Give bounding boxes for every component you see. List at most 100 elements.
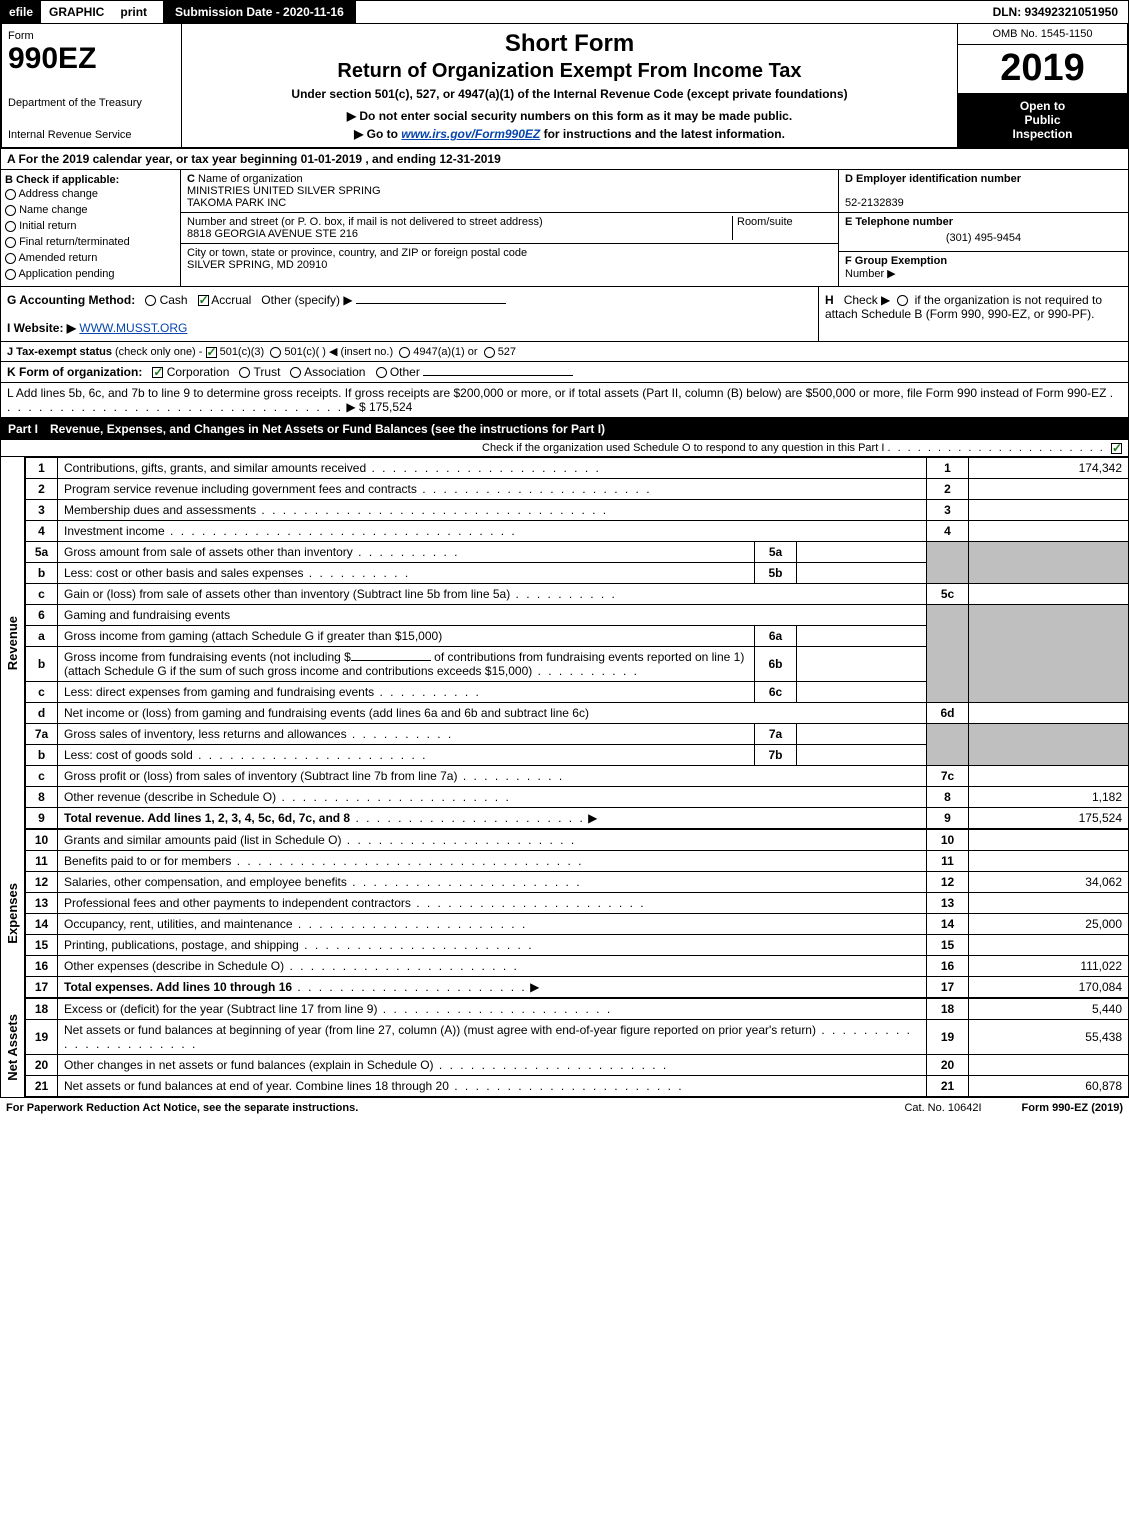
g-label: G Accounting Method: (7, 293, 135, 307)
page-footer: For Paperwork Reduction Act Notice, see … (0, 1097, 1129, 1118)
part-1-label: Part I (8, 422, 50, 436)
graphic-label: GRAPHIC (41, 1, 112, 23)
table-row: 11Benefits paid to or for members11 (26, 851, 1129, 872)
net-assets-section: Net Assets 18Excess or (deficit) for the… (0, 998, 1129, 1097)
footer-form-id: Form 990-EZ (2019) (1022, 1102, 1123, 1114)
table-row: 3Membership dues and assessments3 (26, 500, 1129, 521)
gi-right: H Check ▶ if the organization is not req… (818, 287, 1128, 341)
table-row: 19Net assets or fund balances at beginni… (26, 1020, 1129, 1055)
tax-year: 2019 (958, 45, 1127, 92)
f-label-2: Number ▶ (845, 268, 896, 280)
checkbox-address-change[interactable]: Address change (5, 186, 176, 202)
radio-other-org[interactable] (376, 367, 387, 378)
open-public-1: Open to (964, 99, 1121, 113)
checkbox-name-change[interactable]: Name change (5, 202, 176, 218)
table-row: 9Total revenue. Add lines 1, 2, 3, 4, 5c… (26, 808, 1129, 829)
checkbox-application-pending[interactable]: Application pending (5, 266, 176, 282)
org-address: 8818 GEORGIA AVENUE STE 216 (187, 228, 358, 240)
k-label: K Form of organization: (7, 365, 142, 379)
org-name-1: MINISTRIES UNITED SILVER SPRING (187, 185, 381, 197)
table-row: 12Salaries, other compensation, and empl… (26, 872, 1129, 893)
table-row: 18Excess or (deficit) for the year (Subt… (26, 999, 1129, 1020)
goto-prefix: ▶ Go to (354, 127, 401, 141)
l-text: L Add lines 5b, 6c, and 7b to line 9 to … (7, 386, 1106, 400)
h-label: H (825, 293, 834, 307)
row-j: J Tax-exempt status (check only one) - 5… (0, 342, 1129, 362)
goto-instructions: ▶ Go to www.irs.gov/Form990EZ for instru… (192, 127, 947, 141)
dept-irs: Internal Revenue Service (8, 129, 175, 141)
checkbox-amended-return[interactable]: Amended return (5, 250, 176, 266)
table-row: 6Gaming and fundraising events (26, 605, 1129, 626)
table-row: cGain or (loss) from sale of assets othe… (26, 584, 1129, 605)
col-c-org-info: C Name of organization MINISTRIES UNITED… (181, 170, 838, 286)
table-row: 16Other expenses (describe in Schedule O… (26, 956, 1129, 977)
table-row: 17Total expenses. Add lines 10 through 1… (26, 977, 1129, 998)
checkbox-final-return[interactable]: Final return/terminated (5, 234, 176, 250)
phone-number: (301) 495-9454 (845, 228, 1122, 248)
row-k: K Form of organization: Corporation Trus… (0, 362, 1129, 383)
open-public-badge: Open to Public Inspection (958, 93, 1127, 147)
f-label: F Group Exemption (845, 255, 947, 267)
telephone-cell: E Telephone number (301) 495-9454 (839, 213, 1128, 252)
d-label: D Employer identification number (845, 173, 1021, 185)
addr-label: Number and street (or P. O. box, if mail… (187, 216, 543, 228)
radio-cash[interactable] (145, 295, 156, 306)
other-org-input[interactable] (423, 375, 573, 376)
gi-left: G Accounting Method: Cash Accrual Other … (1, 287, 818, 341)
ein-value: 52-2132839 (845, 197, 904, 209)
expenses-side-label: Expenses (1, 829, 25, 998)
omb-number: OMB No. 1545-1150 (958, 24, 1127, 45)
irs-link[interactable]: www.irs.gov/Form990EZ (401, 127, 540, 141)
row-l: L Add lines 5b, 6c, and 7b to line 9 to … (0, 383, 1129, 418)
footer-paperwork: For Paperwork Reduction Act Notice, see … (6, 1102, 358, 1114)
table-row: 14Occupancy, rent, utilities, and mainte… (26, 914, 1129, 935)
room-suite-label: Room/suite (737, 216, 793, 228)
header-right: OMB No. 1545-1150 2019 Open to Public In… (957, 24, 1127, 147)
part-1-header: Part I Revenue, Expenses, and Changes in… (0, 418, 1129, 440)
city-label: City or town, state or province, country… (187, 247, 527, 259)
table-row: 21Net assets or fund balances at end of … (26, 1076, 1129, 1097)
title-main: Short Form (192, 30, 947, 58)
table-row: 7aGross sales of inventory, less returns… (26, 724, 1129, 745)
col-de: D Employer identification number 52-2132… (838, 170, 1128, 286)
table-row: 20Other changes in net assets or fund ba… (26, 1055, 1129, 1076)
checkbox-501c3[interactable] (206, 347, 217, 358)
c-label: C (187, 173, 195, 185)
part-1-check-text: Check if the organization used Schedule … (482, 442, 884, 454)
print-button[interactable]: print (112, 1, 155, 23)
radio-4947[interactable] (399, 347, 410, 358)
table-row: cGross profit or (loss) from sales of in… (26, 766, 1129, 787)
table-row: 15Printing, publications, postage, and s… (26, 935, 1129, 956)
revenue-table: 1Contributions, gifts, grants, and simil… (25, 457, 1129, 829)
j-label: J Tax-exempt status (7, 346, 112, 358)
row-g-h-i: G Accounting Method: Cash Accrual Other … (0, 287, 1129, 342)
radio-527[interactable] (484, 347, 495, 358)
efile-label: efile (1, 1, 41, 23)
org-addr-cell: Number and street (or P. O. box, if mail… (181, 213, 838, 244)
radio-association[interactable] (290, 367, 301, 378)
checkbox-schedule-o[interactable] (1111, 443, 1122, 454)
no-ssn-warning: ▶ Do not enter social security numbers o… (192, 109, 947, 123)
j-detail: (check only one) - (115, 346, 202, 358)
radio-trust[interactable] (239, 367, 250, 378)
org-city-cell: City or town, state or province, country… (181, 244, 838, 274)
dept-treasury: Department of the Treasury (8, 97, 175, 109)
table-row: dNet income or (loss) from gaming and fu… (26, 703, 1129, 724)
radio-schedule-b[interactable] (897, 295, 908, 306)
name-of-org-label: Name of organization (198, 173, 303, 185)
other-method-input[interactable] (356, 303, 506, 304)
revenue-side-label: Revenue (1, 457, 25, 829)
net-assets-side-label: Net Assets (1, 998, 25, 1097)
table-row: 13Professional fees and other payments t… (26, 893, 1129, 914)
org-name-2: TAKOMA PARK INC (187, 197, 286, 209)
org-name-cell: C Name of organization MINISTRIES UNITED… (181, 170, 838, 213)
table-row: 2Program service revenue including gover… (26, 479, 1129, 500)
table-row: 5aGross amount from sale of assets other… (26, 542, 1129, 563)
website-link[interactable]: WWW.MUSST.ORG (79, 321, 187, 335)
checkbox-initial-return[interactable]: Initial return (5, 218, 176, 234)
checkbox-accrual[interactable] (198, 295, 209, 306)
ein-cell: D Employer identification number 52-2132… (839, 170, 1128, 213)
checkbox-corporation[interactable] (152, 367, 163, 378)
org-city: SILVER SPRING, MD 20910 (187, 259, 327, 271)
radio-501c[interactable] (270, 347, 281, 358)
